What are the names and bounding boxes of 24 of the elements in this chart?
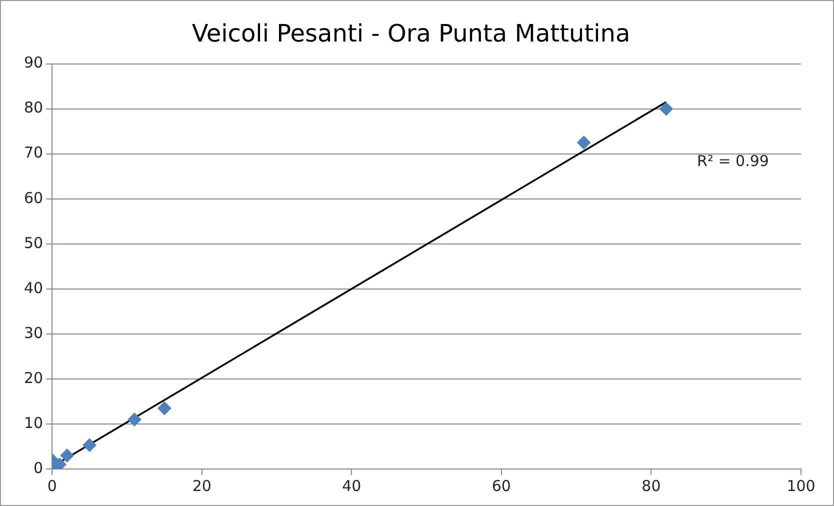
y-tick-label: 40 bbox=[24, 278, 44, 297]
y-tick-label: 30 bbox=[24, 324, 44, 342]
y-tick-label: 90 bbox=[24, 54, 44, 72]
point bbox=[82, 438, 97, 452]
point bbox=[157, 401, 172, 416]
x-tick-label: 60 bbox=[492, 476, 511, 495]
y-tick-label: 60 bbox=[24, 188, 44, 207]
y-tick-label: 0 bbox=[34, 458, 44, 477]
y-tick-label: 70 bbox=[24, 144, 44, 162]
x-tick-label: 40 bbox=[342, 476, 362, 495]
x-tick-label: 20 bbox=[192, 476, 212, 495]
y-tick-label: 20 bbox=[24, 368, 44, 387]
annotation: R² = 0.99 bbox=[697, 152, 769, 170]
x-tick-label: 80 bbox=[642, 476, 661, 495]
point bbox=[127, 412, 142, 426]
x-tick-label: 0 bbox=[47, 476, 57, 495]
y-tick-label: 10 bbox=[24, 414, 44, 432]
point bbox=[659, 102, 674, 116]
y-tick-label: 50 bbox=[24, 234, 44, 252]
point bbox=[60, 448, 74, 462]
point bbox=[576, 136, 591, 150]
y-tick-label: 80 bbox=[24, 98, 44, 117]
x-tick-label: 100 bbox=[786, 476, 816, 495]
chart-title: Veicoli Pesanti - Ora Punta Mattutina bbox=[192, 20, 630, 48]
